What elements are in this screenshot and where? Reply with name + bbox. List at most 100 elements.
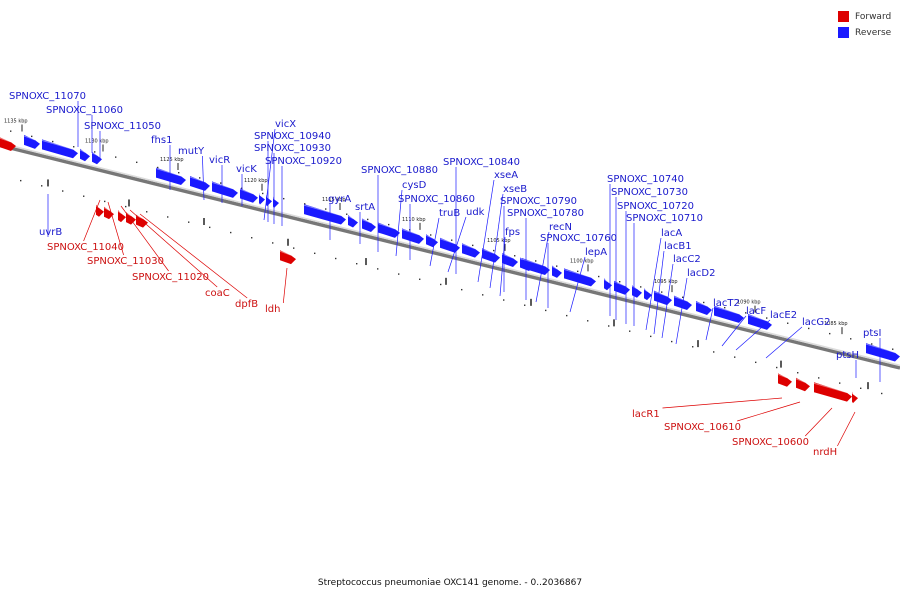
- backbone-highlight: [0, 142, 900, 367]
- gene-label-reverse: SPNOXC_10860: [398, 194, 475, 205]
- coord-dot: [262, 192, 264, 195]
- gene-label-reverse: lepA: [585, 247, 607, 258]
- gene-arrow: [42, 139, 78, 159]
- gene-arrow: [96, 204, 104, 217]
- gene-label-reverse: vicR: [209, 155, 230, 166]
- gene-arrow: [564, 268, 596, 287]
- coord-dot: [619, 281, 621, 283]
- gene-label-forward: SPNOXC_10600: [732, 437, 809, 448]
- coord-dot: [703, 301, 705, 304]
- gene-arrow-highlight: [103, 207, 110, 211]
- coord-dot: [850, 338, 852, 340]
- gene-arrow: [552, 265, 562, 278]
- gene-arrow: [440, 237, 460, 253]
- coord-dot: [745, 312, 747, 314]
- gene-arrows: [0, 134, 900, 404]
- gene-leader-forward: [120, 205, 169, 272]
- gene-arrow-highlight: [361, 219, 372, 224]
- gene-label-reverse: uvrB: [39, 227, 62, 238]
- gene-leader-reverse: [653, 250, 665, 335]
- gene-arrow: [280, 250, 296, 265]
- coord-dot: [640, 286, 642, 288]
- gene-arrow: [522, 258, 550, 275]
- scale-tick-label: 1095 kbp: [654, 279, 678, 285]
- gene-arrow-highlight: [795, 378, 806, 383]
- gene-arrow: [426, 234, 438, 248]
- gene-label-reverse: lacG2: [802, 317, 831, 328]
- gene-label-forward: SPNOXC_11030: [87, 256, 164, 267]
- gene-arrow-highlight: [653, 291, 668, 297]
- coord-dot: [115, 156, 117, 158]
- gene-arrow-highlight: [79, 149, 86, 153]
- gene-leader-forward: [139, 213, 248, 299]
- coord-dot: [146, 211, 148, 213]
- coord-dot: [20, 179, 22, 182]
- coord-dot: [314, 252, 316, 255]
- coord-dot: [430, 234, 432, 236]
- scale-tick-label: 1085 kbp: [824, 321, 848, 327]
- gene-arrow: [748, 313, 772, 330]
- scale-tick-label: 1100 kbp: [570, 258, 594, 264]
- coordinate-dots: [10, 130, 894, 395]
- gene-leader-reverse: [765, 326, 803, 359]
- gene-arrow-highlight: [401, 228, 420, 236]
- gene-label-forward: lacR1: [632, 409, 660, 420]
- gene-leader-reverse: [705, 307, 714, 341]
- gene-leader-lines: [47, 101, 881, 447]
- genome-caption: Streptococcus pneumoniae OXC141 genome. …: [317, 578, 583, 588]
- scale-tick-label: 1115 kbp: [322, 197, 346, 203]
- coord-dot: [31, 135, 33, 138]
- gene-label-reverse: SPNOXC_10710: [626, 213, 703, 224]
- gene-label-forward: coaC: [205, 288, 230, 299]
- gene-label-reverse: lacA: [661, 228, 682, 239]
- gene-label-reverse: vicK: [236, 164, 257, 175]
- coord-dot: [566, 314, 568, 317]
- coord-dot: [892, 348, 894, 350]
- coord-dot: [83, 195, 85, 197]
- coord-dot: [829, 332, 831, 335]
- coord-dot: [419, 278, 421, 280]
- gene-arrow: [212, 181, 238, 198]
- gene-leader-forward: [282, 267, 288, 304]
- coord-dot: [545, 309, 547, 312]
- gene-leader-forward: [737, 401, 801, 422]
- gene-arrow: [604, 278, 612, 291]
- gene-arrow: [24, 134, 40, 149]
- coord-dot: [881, 392, 883, 395]
- legend-swatch-forward: [838, 11, 849, 22]
- gene-label-reverse: xseA: [494, 170, 518, 181]
- gene-label-reverse: SPNOXC_10740: [607, 174, 684, 185]
- coord-dot: [818, 377, 820, 379]
- coord-dot: [472, 244, 474, 247]
- gene-arrow-highlight: [673, 296, 688, 302]
- coord-dot: [461, 288, 463, 291]
- coord-dot: [682, 296, 684, 298]
- coord-dot: [556, 265, 558, 267]
- coord-dot: [377, 268, 379, 270]
- gene-label-reverse: SPNOXC_10720: [617, 201, 694, 212]
- gene-arrow: [696, 301, 712, 316]
- legend-label-reverse: Reverse: [855, 27, 892, 38]
- gene-leader-reverse: [447, 216, 467, 273]
- gene-label-reverse: SPNOXC_10780: [507, 208, 584, 219]
- gene-label-reverse: SPNOXC_10920: [265, 156, 342, 167]
- gene-arrow: [156, 167, 186, 185]
- coord-dot: [692, 346, 694, 348]
- coord-dot: [94, 151, 96, 153]
- gene-leader-forward: [129, 209, 218, 288]
- coord-dot: [671, 340, 673, 343]
- gene-arrow: [402, 228, 424, 244]
- gene-label-reverse: SPNOXC_10790: [500, 196, 577, 207]
- gene-label-reverse: lacC2: [673, 254, 701, 265]
- legend-item-reverse: Reverse: [838, 25, 898, 40]
- gene-leader-forward: [662, 397, 783, 409]
- gene-arrow: [644, 288, 652, 301]
- coord-dot: [104, 200, 106, 203]
- gene-arrow: [190, 175, 210, 191]
- coord-dot: [52, 140, 54, 143]
- gene-label-reverse: fhs1: [151, 135, 172, 146]
- coord-dot: [188, 221, 190, 223]
- gene-arrow-highlight: [377, 222, 396, 230]
- gene-leader-forward: [837, 411, 856, 447]
